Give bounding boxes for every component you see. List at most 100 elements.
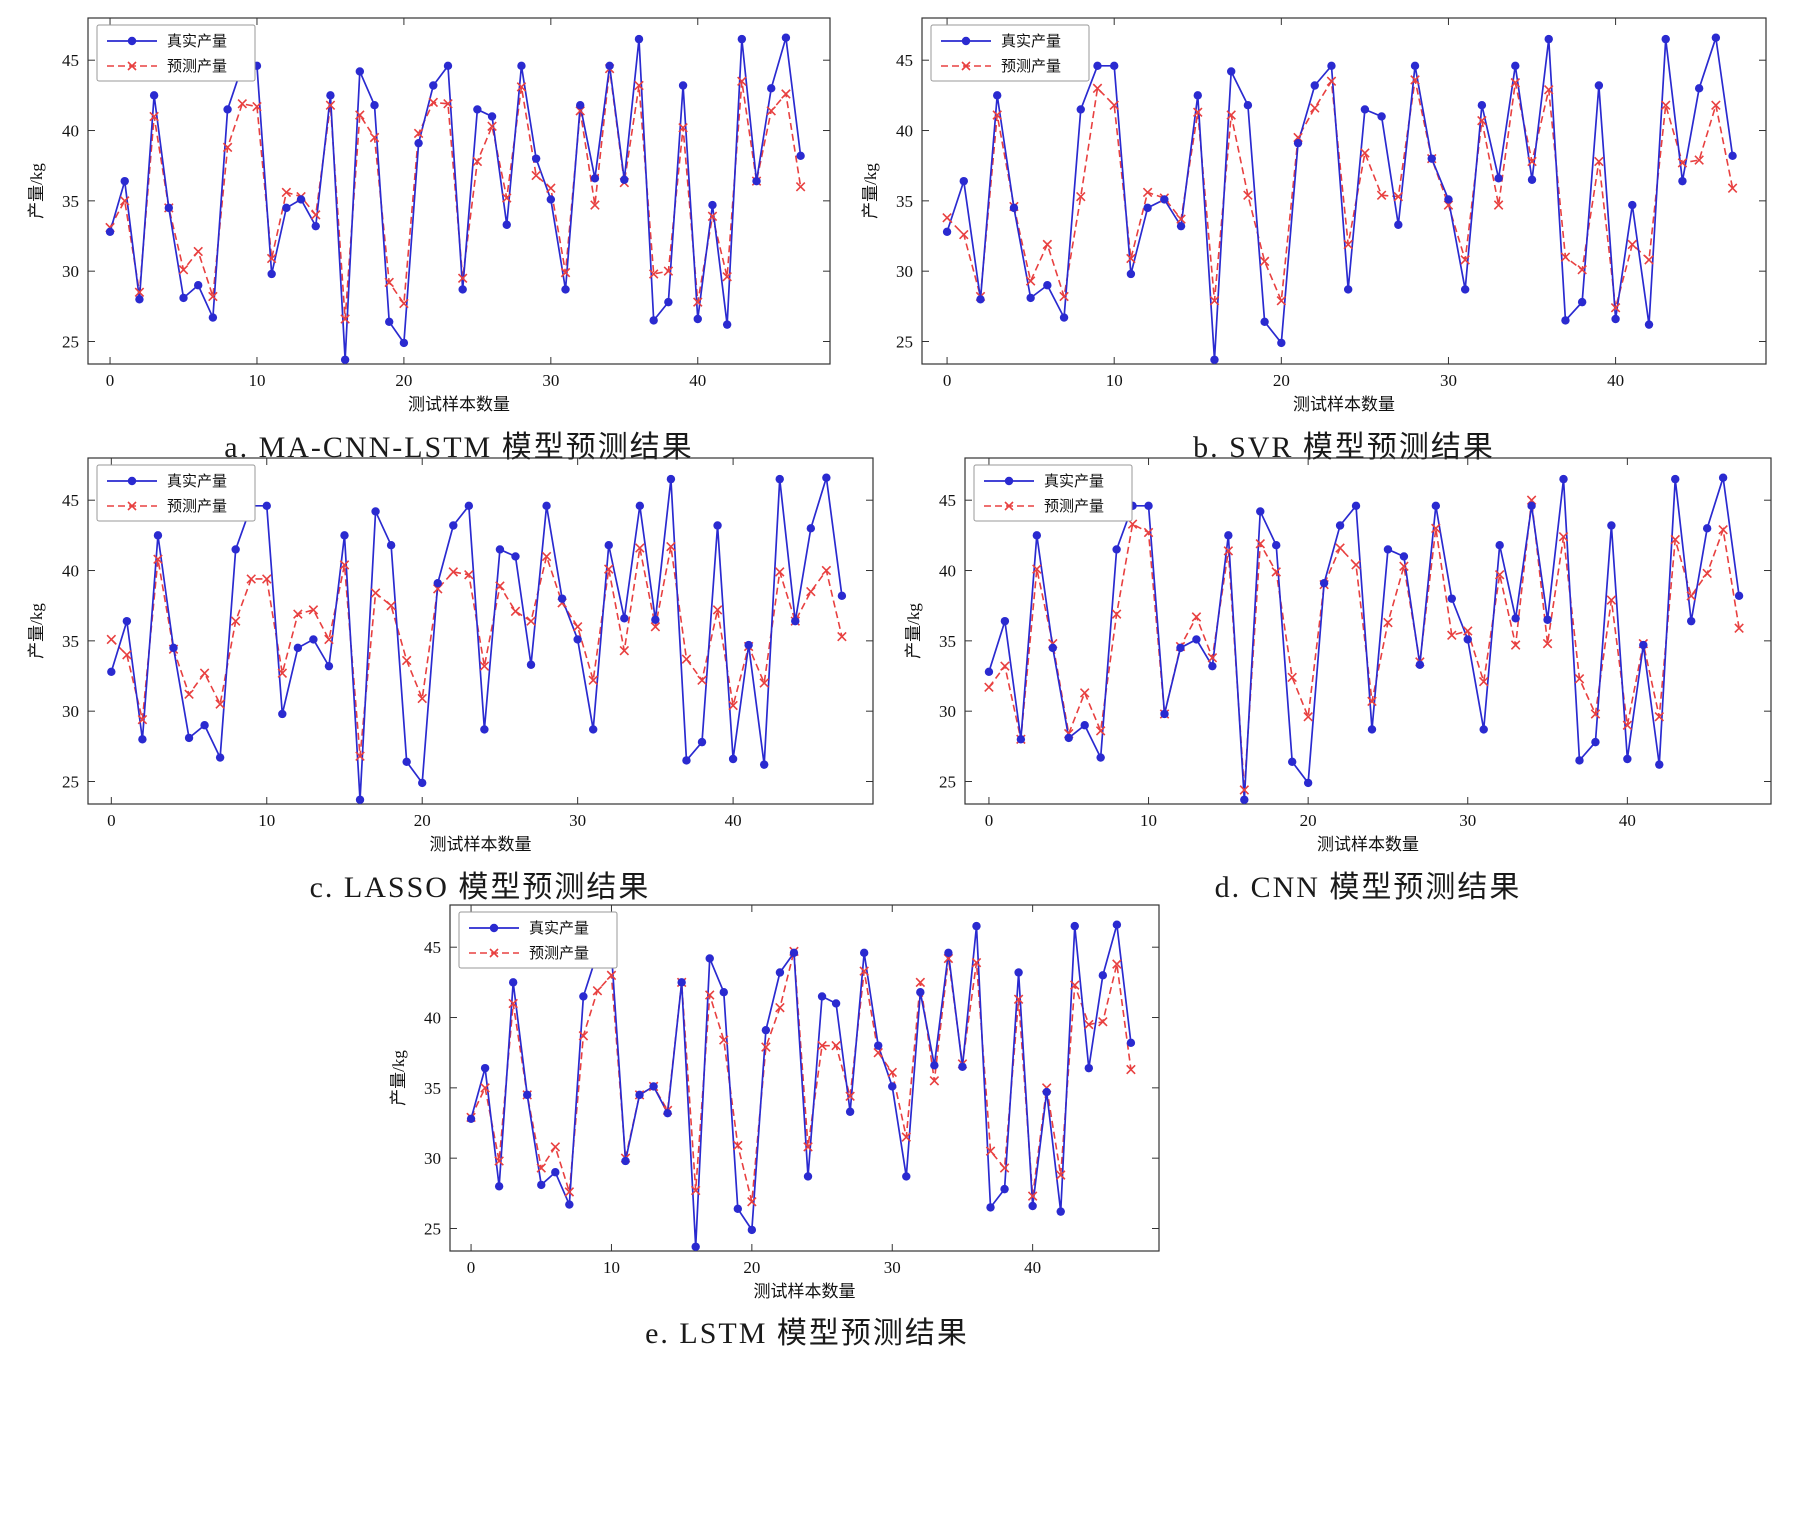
pred-marker (774, 567, 785, 577)
pred-marker (831, 1040, 841, 1051)
y-tick-label: 45 (62, 491, 79, 510)
true-marker (1093, 61, 1102, 71)
pred-marker (246, 574, 256, 584)
y-tick-label: 35 (62, 632, 79, 651)
pred-marker (215, 699, 225, 709)
pred-marker (1309, 103, 1320, 113)
true-marker (267, 269, 276, 279)
true-marker (620, 175, 629, 184)
true-marker (1351, 501, 1361, 511)
true-marker (508, 978, 518, 987)
pred-marker (1542, 638, 1553, 649)
pred-marker (590, 200, 600, 210)
legend-pred-marker (961, 61, 971, 71)
pred-marker (1543, 84, 1554, 95)
true-marker (759, 760, 769, 769)
true-marker (635, 501, 645, 511)
pred-marker (193, 246, 203, 257)
true-marker (649, 316, 658, 325)
plot-frame (87, 17, 831, 365)
true-marker (691, 1242, 700, 1251)
true-marker (663, 1108, 672, 1118)
true-marker (959, 176, 968, 186)
true-marker (1671, 474, 1680, 484)
pred-marker (370, 588, 381, 598)
true-marker (916, 988, 925, 997)
pred-marker (650, 622, 661, 632)
true-marker (930, 1061, 939, 1070)
pred-marker (1493, 200, 1504, 210)
legend-box (973, 464, 1133, 522)
pred-marker (1207, 652, 1218, 663)
chart-block-c: 0 10 20 30 40 25 30 35 40 45 测试样本数量 产量/kg 真实产量 预测产量 (26, 452, 879, 865)
legend-pred-label: 预测产量 (167, 498, 227, 515)
x-tick-label: 30 (542, 371, 559, 390)
true-marker (449, 521, 458, 530)
pred-marker (230, 616, 241, 626)
true-marker (526, 660, 536, 669)
pred-marker (1654, 712, 1665, 722)
true-marker (1293, 138, 1303, 148)
x-tick-label: 10 (248, 371, 265, 390)
pred-marker (992, 110, 1002, 120)
true-marker (466, 1114, 476, 1123)
legend-true-label: 真实产量 (167, 472, 227, 490)
true-marker (262, 501, 271, 511)
pred-line (109, 68, 802, 320)
true-marker (831, 999, 841, 1008)
pred-marker (942, 212, 952, 223)
true-marker (153, 531, 163, 540)
plot-frame (964, 457, 1772, 805)
pred-marker (1084, 1019, 1094, 1030)
pred-marker (546, 183, 556, 193)
true-marker (747, 1225, 757, 1235)
pred-marker (1259, 256, 1270, 267)
true-marker (1310, 81, 1319, 90)
true-marker (1611, 314, 1620, 324)
pred-marker (1360, 148, 1370, 158)
pred-marker (634, 80, 644, 91)
true-marker (1511, 61, 1520, 71)
true-marker (1042, 1087, 1051, 1097)
true-marker (561, 285, 570, 294)
x-tick-label: 0 (106, 371, 115, 390)
pred-marker (1590, 709, 1601, 719)
pred-marker (775, 1002, 785, 1013)
y-tick-label: 30 (896, 262, 913, 281)
y-tick-label: 30 (62, 702, 79, 721)
true-marker (386, 541, 396, 550)
true-marker (464, 501, 474, 511)
pred-marker (704, 990, 715, 1000)
pred-marker (1027, 1191, 1038, 1201)
true-marker (791, 616, 800, 626)
y-tick-label: 35 (939, 632, 956, 651)
pred-marker (1560, 252, 1571, 262)
true-marker (311, 221, 320, 231)
pred-marker (1644, 255, 1654, 265)
true-marker (697, 737, 707, 747)
true-marker (728, 754, 738, 764)
pred-line (110, 546, 843, 757)
true-marker (1210, 355, 1219, 364)
legend-box (930, 24, 1090, 82)
true-marker (972, 921, 981, 931)
true-marker (1511, 614, 1520, 623)
pred-marker (1287, 672, 1297, 683)
pred-marker (494, 1156, 504, 1166)
pred-marker (959, 229, 969, 240)
pred-marker (663, 266, 674, 276)
pred-marker (1192, 107, 1203, 118)
pred-marker (252, 101, 262, 112)
pred-marker (137, 714, 148, 725)
pred-marker (1622, 720, 1633, 731)
pred-marker (697, 675, 707, 685)
pred-marker (588, 675, 598, 685)
true-marker (1160, 709, 1169, 719)
true-marker (1628, 200, 1637, 210)
x-axis-label: 测试样本数量 (430, 835, 532, 854)
true-marker (1711, 33, 1721, 42)
pred-marker (1209, 295, 1220, 306)
true-marker (1014, 968, 1023, 977)
pred-marker (666, 541, 676, 552)
